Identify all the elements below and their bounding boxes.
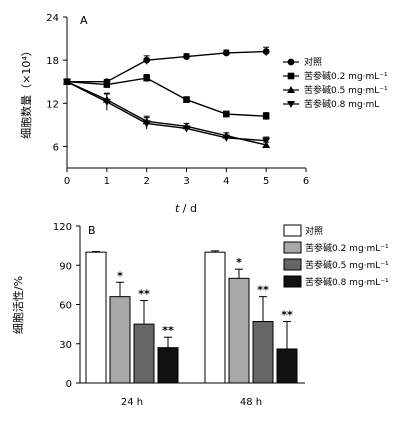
- panel-b-label: B: [88, 224, 96, 237]
- panel-a-y-label: 细胞数量（×10⁴）: [20, 45, 33, 139]
- significance-mark: *: [117, 269, 123, 282]
- series-line-3: [66, 81, 267, 146]
- legend-label: 苦参碱0.2 mg·mL⁻¹: [304, 70, 388, 82]
- bar-2: [109, 296, 131, 384]
- data-point-4: [222, 134, 231, 142]
- series-line-1: [67, 50, 267, 83]
- x-tick-label: 0: [64, 176, 70, 187]
- panel-b-bars: *****24 h*****48 h: [85, 250, 298, 408]
- y-tick-label: 0: [66, 379, 72, 390]
- bar-4: [157, 347, 179, 384]
- panel-b-ticks: 0 30 60 90 120: [53, 222, 80, 390]
- legend-label: 苦参碱0.2 mg·mL⁻¹: [305, 242, 389, 254]
- panel-a-x-label-var: t: [175, 202, 180, 215]
- panel-b-y-label: 细胞活性/%: [11, 276, 25, 334]
- legend-marker: [287, 101, 295, 108]
- panel-a-x-label-sep: /: [179, 202, 190, 215]
- x-tick-label: 1: [104, 176, 110, 187]
- data-point-2: [223, 110, 230, 118]
- x-tick-label: 3: [183, 176, 189, 187]
- legend-swatch: [283, 258, 302, 271]
- panel-a-label: A: [80, 14, 88, 27]
- x-tick-label: 5: [263, 176, 269, 187]
- x-category-label: 24 h: [121, 397, 143, 408]
- legend-swatch: [283, 224, 302, 237]
- legend-swatch: [283, 275, 302, 288]
- data-point-2: [143, 74, 150, 82]
- data-point-4: [262, 137, 271, 145]
- x-tick-label: 4: [223, 176, 229, 187]
- x-tick-label: 2: [143, 176, 149, 187]
- data-point-1: [262, 48, 270, 55]
- y-tick-label: 12: [46, 99, 59, 110]
- significance-mark: **: [138, 288, 150, 301]
- series-line-4: [66, 81, 267, 142]
- panel-a-series: [63, 46, 271, 148]
- data-point-4: [63, 78, 71, 86]
- significance-mark: **: [162, 324, 174, 337]
- legend-swatch: [283, 241, 302, 254]
- series-line-2: [66, 77, 267, 117]
- data-point-1: [143, 56, 151, 64]
- legend-label: 苦参碱0.5 mg·mL⁻¹: [304, 84, 388, 96]
- data-point-1: [222, 49, 230, 57]
- bar-2: [228, 277, 250, 384]
- significance-mark: *: [236, 256, 242, 269]
- legend-label: 苦参碱0.8 mg·mL: [304, 98, 379, 110]
- y-tick-label: 6: [53, 142, 59, 153]
- legend-label: 苦参碱0.5 mg·mL⁻¹: [305, 259, 389, 271]
- y-tick-label: 18: [46, 56, 59, 67]
- data-point-2: [183, 96, 190, 103]
- data-point-2: [103, 81, 111, 88]
- significance-mark: **: [257, 284, 269, 297]
- data-point-2: [262, 112, 270, 120]
- panel-a-x-label-unit: d: [190, 202, 197, 215]
- x-category-label: 48 h: [240, 397, 262, 408]
- bar-4: [276, 348, 298, 384]
- significance-mark: **: [281, 309, 293, 322]
- legend-label: 苦参碱0.8 mg·mL⁻¹: [305, 276, 389, 288]
- x-tick-label: 6: [303, 176, 309, 187]
- legend-label: 对照: [305, 225, 323, 237]
- y-tick-label: 24: [46, 13, 59, 24]
- data-point-4: [102, 98, 111, 106]
- bar-1: [85, 251, 107, 384]
- legend-marker: [287, 86, 295, 93]
- legend-marker: [287, 58, 295, 66]
- panel-a-x-label: t / d: [175, 202, 197, 215]
- y-tick-label: 90: [59, 261, 72, 272]
- legend-label: 对照: [304, 56, 322, 68]
- data-point-1: [183, 53, 190, 60]
- y-tick-label: 60: [59, 301, 72, 312]
- legend-marker: [287, 72, 295, 80]
- data-point-4: [142, 120, 151, 128]
- data-point-4: [182, 125, 191, 133]
- bar-3: [252, 321, 274, 384]
- bar-1: [204, 251, 226, 384]
- y-tick-label: 30: [59, 340, 72, 351]
- bar-3: [133, 323, 155, 384]
- y-tick-label: 120: [53, 222, 72, 233]
